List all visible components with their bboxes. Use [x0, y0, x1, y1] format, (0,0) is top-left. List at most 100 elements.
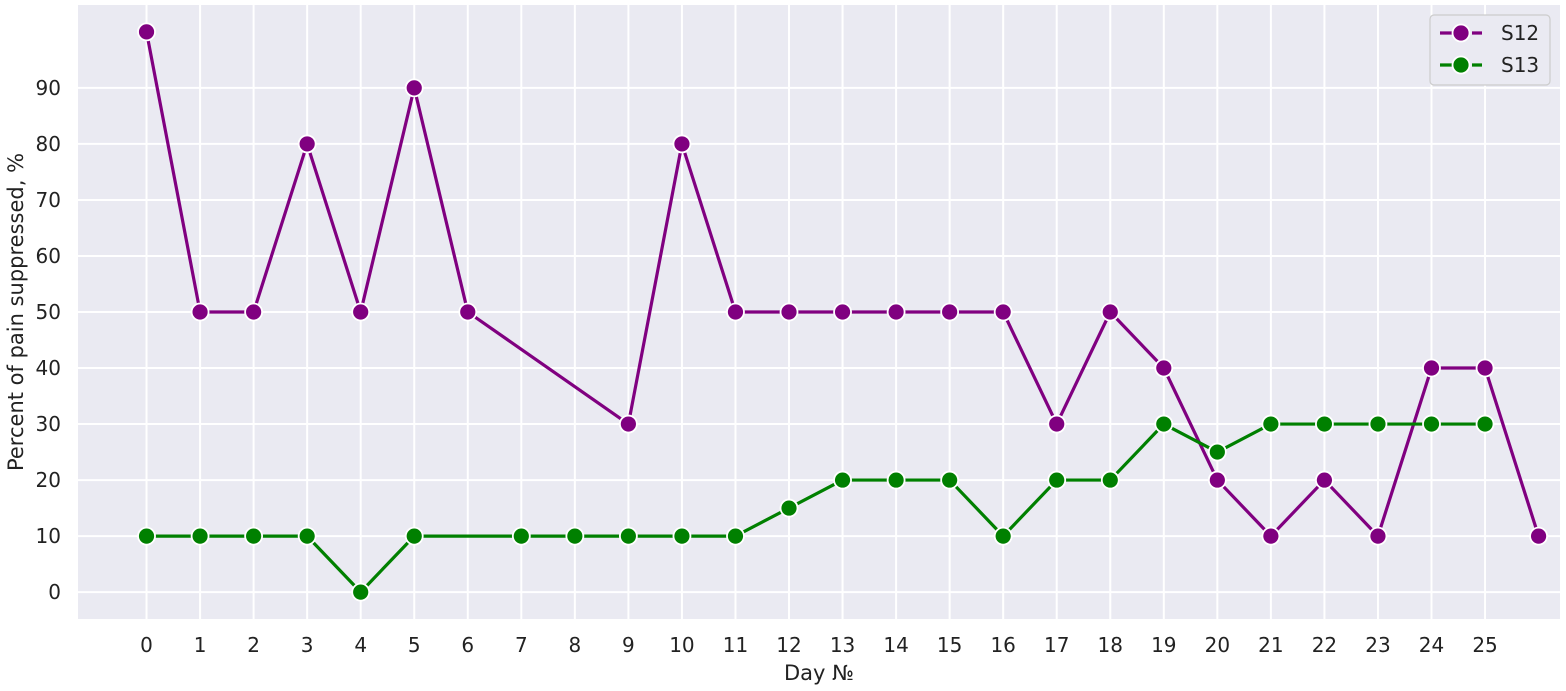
y-tick-label: 50	[36, 300, 61, 324]
data-point-s13	[618, 526, 638, 546]
legend-marker	[1451, 23, 1471, 43]
grid-lines	[78, 5, 1560, 619]
data-point-s12	[190, 302, 210, 322]
data-point-s12	[1315, 470, 1334, 490]
data-point-s12	[1100, 302, 1120, 322]
data-point-s13	[404, 526, 424, 546]
x-tick-label: 19	[1151, 633, 1176, 657]
data-point-s12	[1261, 526, 1281, 546]
data-point-s12	[1475, 358, 1495, 378]
legend-label-s12: S12	[1501, 21, 1539, 45]
x-tick-label: 22	[1312, 633, 1337, 657]
data-point-s13	[1154, 414, 1174, 434]
y-tick-label: 10	[36, 524, 61, 548]
data-point-s13	[1261, 414, 1281, 434]
data-point-s12	[1047, 414, 1067, 434]
data-point-s13	[1207, 442, 1227, 462]
x-tick-label: 8	[568, 633, 581, 657]
data-point-s13	[1475, 414, 1495, 434]
x-tick-label: 0	[140, 633, 153, 657]
x-axis-label: Day №	[784, 661, 854, 685]
x-tick-label: 3	[301, 633, 314, 657]
data-point-s13	[511, 526, 531, 546]
y-tick-label: 40	[36, 356, 61, 380]
data-point-s13	[351, 582, 371, 602]
y-tick-label: 70	[36, 188, 61, 212]
data-point-s13	[137, 526, 156, 546]
x-tick-label: 13	[830, 633, 855, 657]
x-tick-label: 16	[990, 633, 1015, 657]
data-point-s12	[1368, 526, 1388, 546]
data-point-s12	[244, 302, 264, 322]
data-point-s12	[779, 302, 799, 322]
data-point-s13	[565, 526, 585, 546]
data-point-s12	[1207, 470, 1227, 490]
data-point-s13	[672, 526, 692, 546]
data-point-s13	[1422, 414, 1441, 434]
data-point-s12	[404, 78, 424, 98]
data-point-s12	[672, 134, 692, 154]
data-point-s13	[726, 526, 745, 546]
data-point-s13	[833, 470, 852, 490]
y-tick-label: 30	[36, 412, 61, 436]
data-point-s13	[993, 526, 1013, 546]
data-point-s12	[993, 302, 1013, 322]
y-tick-label: 80	[36, 132, 61, 156]
data-point-s12	[351, 302, 371, 322]
series-layer	[137, 22, 1548, 602]
series-s12	[137, 22, 1548, 546]
data-point-s12	[726, 302, 745, 322]
x-tick-label: 9	[622, 633, 635, 657]
data-point-s13	[886, 470, 906, 490]
x-tick-label: 7	[515, 633, 528, 657]
y-tick-label: 60	[36, 244, 61, 268]
x-tick-label: 20	[1205, 633, 1230, 657]
data-point-s12	[940, 302, 960, 322]
series-s13	[137, 414, 1495, 602]
x-tick-label: 18	[1098, 633, 1123, 657]
data-point-s12	[1529, 526, 1548, 546]
y-tick-label: 20	[36, 468, 61, 492]
data-point-s13	[779, 498, 799, 518]
x-tick-label: 25	[1472, 633, 1497, 657]
data-point-s13	[1047, 470, 1067, 490]
data-point-s12	[833, 302, 852, 322]
x-tick-label: 5	[408, 633, 421, 657]
data-point-s13	[190, 526, 210, 546]
x-tick-label: 10	[669, 633, 694, 657]
data-point-s12	[886, 302, 906, 322]
x-tick-label: 4	[354, 633, 367, 657]
data-point-s12	[137, 22, 156, 42]
x-tick-label: 11	[723, 633, 748, 657]
x-tick-label: 21	[1258, 633, 1283, 657]
data-point-s13	[1315, 414, 1334, 434]
x-tick-label: 14	[883, 633, 908, 657]
data-point-s12	[618, 414, 638, 434]
data-point-s13	[297, 526, 317, 546]
x-tick-label: 24	[1419, 633, 1444, 657]
data-point-s12	[1154, 358, 1174, 378]
y-tick-label: 90	[36, 76, 61, 100]
y-tick-labels: 0 10 20 30 40 50 60 70 80 90	[36, 76, 61, 604]
y-tick-label: 0	[48, 580, 61, 604]
x-tick-label: 15	[937, 633, 962, 657]
data-point-s13	[244, 526, 264, 546]
x-tick-label: 6	[461, 633, 474, 657]
data-point-s13	[940, 470, 960, 490]
data-point-s12	[297, 134, 317, 154]
x-tick-label: 1	[194, 633, 207, 657]
x-tick-labels: 0 1 2 3 4 5 6 7 8 9 10 11 12 13 14 15 16 17 18 19 20 21 22 23 24…	[140, 633, 1498, 657]
y-axis-label: Percent of pain suppressed, %	[4, 153, 28, 471]
data-point-s12	[1422, 358, 1441, 378]
legend-marker	[1451, 55, 1471, 75]
data-point-s12	[458, 302, 478, 322]
x-tick-label: 17	[1044, 633, 1069, 657]
x-tick-label: 23	[1365, 633, 1390, 657]
x-tick-label: 12	[776, 633, 801, 657]
data-point-s13	[1100, 470, 1120, 490]
data-point-s13	[1368, 414, 1388, 434]
legend-label-s13: S13	[1501, 53, 1539, 77]
x-tick-label: 2	[247, 633, 260, 657]
